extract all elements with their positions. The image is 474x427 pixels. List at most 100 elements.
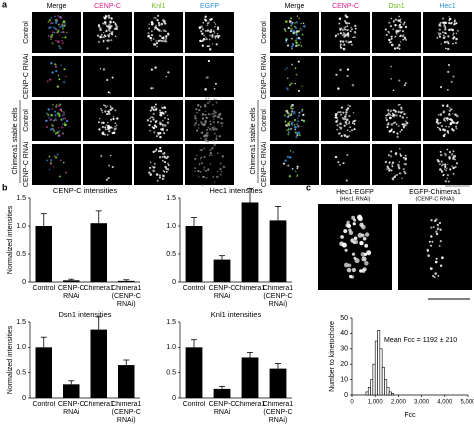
- spot: [165, 35, 168, 38]
- spot: [346, 29, 349, 32]
- spot: [438, 221, 442, 225]
- spot: [292, 151, 294, 153]
- spot: [105, 178, 109, 182]
- spot: [287, 127, 290, 130]
- spot: [334, 114, 338, 117]
- spot: [156, 179, 159, 182]
- label-box: CENP-C RNAi: [209, 285, 236, 300]
- spot: [147, 35, 150, 38]
- spot: [348, 135, 350, 137]
- micrograph: [83, 144, 132, 185]
- spot: [283, 28, 286, 31]
- spot: [217, 26, 220, 29]
- spot: [344, 28, 347, 31]
- spot: [286, 88, 289, 91]
- spot: [446, 174, 450, 177]
- spot: [337, 161, 340, 164]
- spot: [215, 101, 218, 104]
- spot: [155, 125, 158, 128]
- spot: [219, 117, 221, 119]
- bar: [63, 280, 80, 282]
- spot: [398, 47, 401, 50]
- spot: [215, 138, 218, 141]
- spot: [65, 119, 69, 123]
- spot: [430, 226, 433, 229]
- spot: [148, 23, 151, 26]
- spot: [295, 44, 298, 48]
- spot: [106, 78, 109, 82]
- spot: [99, 28, 102, 32]
- spot: [298, 114, 300, 117]
- label-box: CENP-C RNAi: [58, 401, 85, 416]
- spot: [64, 22, 67, 25]
- spot: [403, 21, 406, 24]
- spot: [452, 112, 454, 115]
- row-label: CENP-C RNAi: [261, 142, 268, 188]
- spot: [46, 80, 49, 83]
- micrograph: [321, 56, 370, 97]
- spot: [211, 43, 214, 45]
- label-box: Chimera1 (CENP-C RNAi): [111, 401, 141, 424]
- spot: [157, 39, 160, 43]
- spot: [199, 137, 202, 140]
- spot: [154, 163, 156, 165]
- spot: [217, 176, 220, 178]
- spot: [211, 126, 214, 130]
- spot: [205, 134, 208, 138]
- panel-label: c: [306, 182, 311, 192]
- x-tick-label: Chimera1: [83, 285, 114, 292]
- spot: [51, 42, 54, 45]
- spot: [453, 121, 456, 124]
- spot: [204, 139, 208, 142]
- spot: [290, 112, 293, 115]
- spot: [214, 114, 217, 118]
- spot: [439, 150, 442, 153]
- spot: [352, 36, 354, 39]
- spot: [396, 135, 399, 139]
- spot: [154, 108, 158, 111]
- spot: [102, 68, 106, 71]
- kinetochores: [98, 104, 119, 136]
- spot: [441, 125, 443, 127]
- spot: [338, 132, 341, 135]
- error-bar: [275, 363, 281, 369]
- spot: [347, 108, 349, 110]
- spot: [287, 131, 290, 134]
- spot: [291, 107, 294, 110]
- histogram-bar: [381, 366, 385, 396]
- spot: [353, 120, 356, 123]
- spot: [404, 25, 408, 29]
- spot: [61, 27, 64, 30]
- spot: [390, 150, 393, 153]
- spot: [294, 82, 297, 85]
- spot: [45, 119, 48, 122]
- spot: [290, 123, 294, 126]
- spot: [335, 120, 338, 123]
- spot: [456, 114, 459, 118]
- spot: [336, 113, 339, 115]
- x-tick-label: 4,000: [437, 400, 453, 406]
- spot: [390, 128, 393, 131]
- spot: [60, 24, 63, 27]
- spot: [346, 220, 350, 225]
- spot: [288, 174, 292, 178]
- spot: [107, 128, 110, 131]
- spot: [64, 123, 67, 127]
- spot: [108, 34, 110, 36]
- spot: [115, 25, 119, 28]
- column-header: Knl1: [151, 3, 165, 10]
- spot: [107, 26, 110, 29]
- spot: [389, 116, 392, 120]
- spot: [200, 156, 203, 159]
- spot: [59, 15, 62, 18]
- spot: [389, 155, 393, 158]
- spot: [398, 167, 401, 170]
- spot: [434, 260, 438, 264]
- spot: [386, 113, 389, 117]
- bar: [90, 223, 107, 282]
- spot: [388, 39, 390, 41]
- spot: [100, 34, 103, 36]
- spot: [161, 106, 165, 110]
- spot: [161, 156, 164, 158]
- spot: [384, 116, 387, 119]
